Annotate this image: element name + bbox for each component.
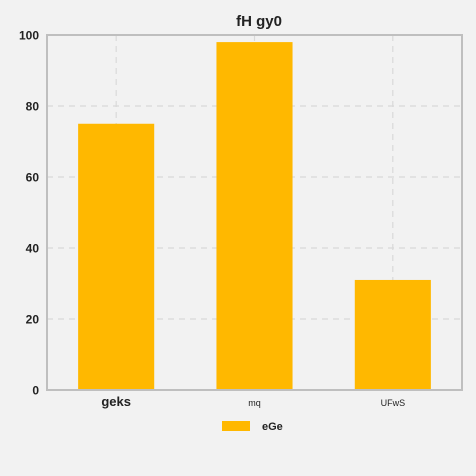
bars — [78, 42, 431, 390]
y-axis-ticks: 0 20 40 60 80 100 — [19, 29, 39, 398]
y-tick-label: 100 — [19, 29, 39, 43]
chart-title: fH gy0 — [236, 13, 282, 30]
bar-UFwS — [354, 279, 431, 390]
y-tick-label: 80 — [26, 100, 40, 114]
y-tick-label: 60 — [26, 171, 40, 185]
legend-label: eGe — [262, 421, 283, 433]
y-tick-label: 40 — [26, 242, 40, 256]
x-tick-label: mq — [248, 398, 261, 408]
y-tick-label: 0 — [32, 384, 39, 398]
x-tick-label: UFwS — [381, 398, 406, 408]
x-axis-ticks: geks mq UFwS — [101, 394, 405, 409]
bar-mq — [216, 42, 293, 390]
bar-geks — [78, 123, 155, 390]
plot-frame — [46, 34, 463, 391]
legend: eGe — [222, 421, 283, 433]
legend-swatch — [222, 421, 250, 431]
y-tick-label: 20 — [26, 313, 40, 327]
x-tick-label: geks — [101, 394, 131, 409]
